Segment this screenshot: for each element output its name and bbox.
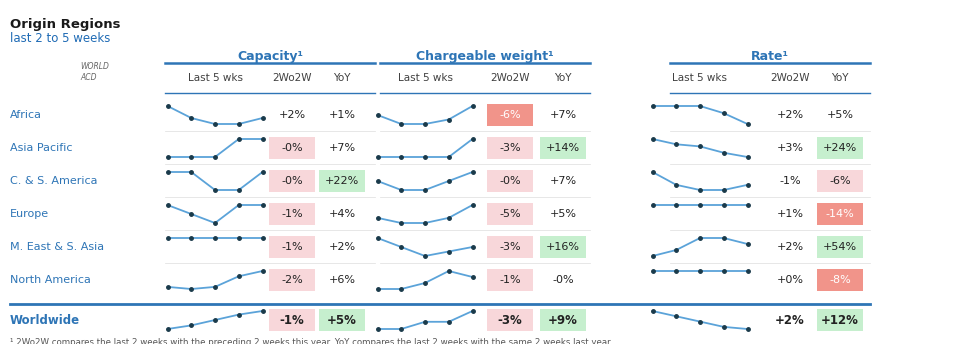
Text: -0%: -0%	[499, 176, 521, 186]
Text: +2%: +2%	[775, 313, 805, 326]
Bar	[487, 203, 533, 225]
Bar	[487, 236, 533, 258]
Bar	[817, 137, 863, 159]
Text: Worldwide: Worldwide	[10, 313, 80, 326]
Text: +2%: +2%	[777, 242, 804, 252]
Text: +14%: +14%	[546, 143, 580, 153]
Bar	[540, 309, 586, 331]
Text: -1%: -1%	[280, 313, 304, 326]
Bar	[540, 137, 586, 159]
Text: ¹ 2Wo2W compares the last 2 weeks with the preceding 2 weeks this year. YoY comp: ¹ 2Wo2W compares the last 2 weeks with t…	[10, 338, 613, 344]
Text: 2Wo2W: 2Wo2W	[272, 73, 312, 83]
Bar	[487, 104, 533, 126]
Bar	[269, 269, 315, 291]
Text: +5%: +5%	[327, 313, 357, 326]
Text: +1%: +1%	[777, 209, 804, 219]
Text: -3%: -3%	[498, 313, 522, 326]
Text: +2%: +2%	[777, 110, 804, 120]
Text: Chargeable weight¹: Chargeable weight¹	[416, 50, 554, 63]
Text: +2%: +2%	[328, 242, 355, 252]
Text: 2Wo2W: 2Wo2W	[490, 73, 530, 83]
Bar	[817, 269, 863, 291]
Text: +4%: +4%	[328, 209, 355, 219]
Text: Europe: Europe	[10, 209, 49, 219]
Text: 2Wo2W: 2Wo2W	[770, 73, 810, 83]
Bar	[269, 137, 315, 159]
Text: C. & S. America: C. & S. America	[10, 176, 97, 186]
Text: -1%: -1%	[281, 209, 303, 219]
Bar	[487, 170, 533, 192]
Text: +7%: +7%	[549, 110, 576, 120]
Text: -0%: -0%	[281, 143, 303, 153]
Text: M. East & S. Asia: M. East & S. Asia	[10, 242, 104, 252]
Text: Last 5 wks: Last 5 wks	[187, 73, 242, 83]
Text: -1%: -1%	[499, 275, 521, 285]
Text: North America: North America	[10, 275, 91, 285]
Text: +5%: +5%	[826, 110, 853, 120]
Text: -6%: -6%	[499, 110, 521, 120]
Text: last 2 to 5 weeks: last 2 to 5 weeks	[10, 32, 110, 45]
Text: +2%: +2%	[279, 110, 306, 120]
Text: +1%: +1%	[328, 110, 355, 120]
Bar	[817, 170, 863, 192]
Text: +7%: +7%	[328, 143, 355, 153]
Text: Capacity¹: Capacity¹	[237, 50, 303, 63]
Bar	[269, 236, 315, 258]
Bar	[817, 203, 863, 225]
Bar	[269, 309, 315, 331]
Text: -3%: -3%	[499, 143, 521, 153]
Bar	[319, 309, 365, 331]
Bar	[817, 309, 863, 331]
Text: -1%: -1%	[779, 176, 801, 186]
Text: Asia Pacific: Asia Pacific	[10, 143, 72, 153]
Text: -8%: -8%	[829, 275, 851, 285]
Text: +22%: +22%	[325, 176, 359, 186]
Text: Last 5 wks: Last 5 wks	[673, 73, 728, 83]
Text: +3%: +3%	[777, 143, 804, 153]
Text: -5%: -5%	[499, 209, 521, 219]
Text: YoY: YoY	[831, 73, 849, 83]
Text: -0%: -0%	[552, 275, 574, 285]
Text: +0%: +0%	[777, 275, 804, 285]
Text: -14%: -14%	[826, 209, 854, 219]
Bar	[540, 236, 586, 258]
Text: +7%: +7%	[549, 176, 576, 186]
Text: -1%: -1%	[281, 242, 303, 252]
Text: Origin Regions: Origin Regions	[10, 18, 121, 31]
Text: WORLD
ACD: WORLD ACD	[80, 62, 109, 82]
Text: YoY: YoY	[333, 73, 350, 83]
Text: Last 5 wks: Last 5 wks	[398, 73, 453, 83]
Text: Africa: Africa	[10, 110, 42, 120]
Bar	[487, 137, 533, 159]
Text: +16%: +16%	[546, 242, 580, 252]
Text: +6%: +6%	[328, 275, 355, 285]
Text: -0%: -0%	[281, 176, 303, 186]
Text: -6%: -6%	[829, 176, 851, 186]
Text: YoY: YoY	[554, 73, 571, 83]
Bar	[269, 170, 315, 192]
Text: +5%: +5%	[549, 209, 576, 219]
Bar	[487, 269, 533, 291]
Bar	[269, 203, 315, 225]
Bar	[319, 170, 365, 192]
Bar	[817, 236, 863, 258]
Text: +54%: +54%	[823, 242, 857, 252]
Bar	[487, 309, 533, 331]
Text: -2%: -2%	[281, 275, 303, 285]
Text: +24%: +24%	[823, 143, 857, 153]
Text: Rate¹: Rate¹	[751, 50, 789, 63]
Text: +12%: +12%	[821, 313, 859, 326]
Text: +9%: +9%	[548, 313, 578, 326]
Text: -3%: -3%	[499, 242, 521, 252]
